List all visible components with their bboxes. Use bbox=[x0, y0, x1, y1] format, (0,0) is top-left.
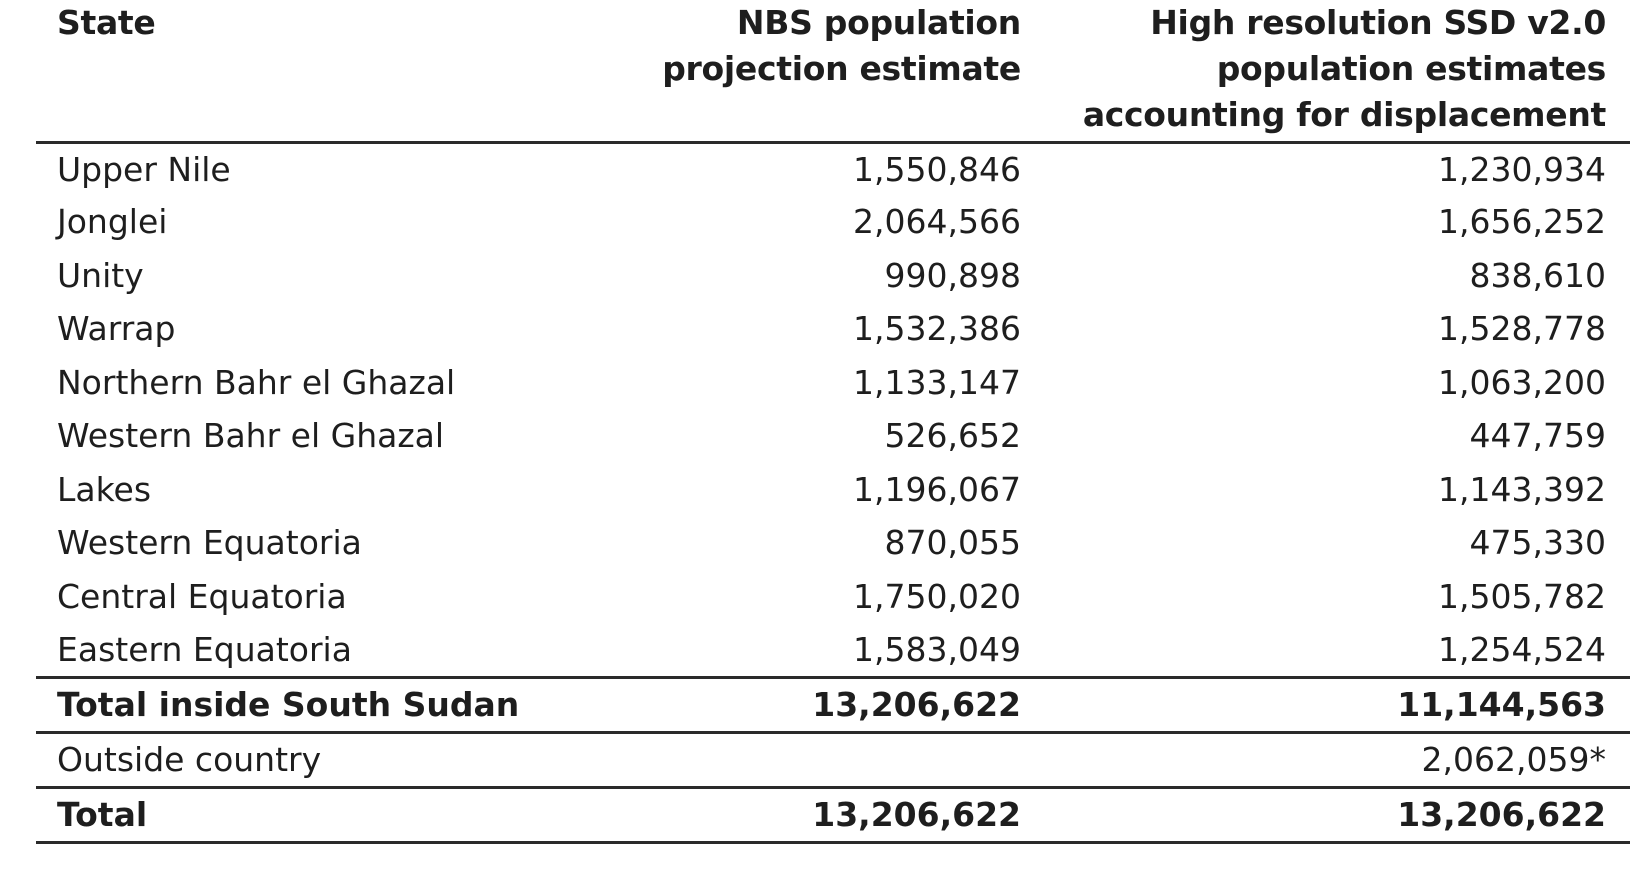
header-row: State NBS population projection estimate… bbox=[36, 0, 1630, 144]
nbs-cell: 1,196,067 bbox=[853, 469, 1021, 509]
state-cell: Eastern Equatoria bbox=[57, 629, 352, 669]
header-state: State bbox=[36, 0, 480, 144]
outside-label: Outside country bbox=[57, 739, 322, 779]
outside-country-row: Outside country 2,062,059* bbox=[36, 732, 1630, 787]
subtotal-nbs: 13,206,622 bbox=[480, 675, 1025, 734]
table-row: Unity 990,898 838,610 bbox=[36, 249, 1630, 303]
total-ssd: 13,206,622 bbox=[1025, 785, 1630, 844]
subtotal-ssd: 11,144,563 bbox=[1025, 675, 1630, 734]
population-table-container: State NBS population projection estimate… bbox=[36, 0, 1630, 844]
ssd-cell: 1,656,252 bbox=[1438, 202, 1606, 242]
subtotal-label: Total inside South Sudan bbox=[36, 675, 519, 734]
ssd-cell: 838,610 bbox=[1469, 255, 1606, 295]
ssd-cell: 1,528,778 bbox=[1438, 309, 1606, 349]
table-row: Eastern Equatoria 1,583,049 1,254,524 bbox=[36, 624, 1630, 678]
table-row: Warrap 1,532,386 1,528,778 bbox=[36, 303, 1630, 357]
ssd-cell: 1,230,934 bbox=[1438, 149, 1606, 189]
table-row: Western Bahr el Ghazal 526,652 447,759 bbox=[36, 410, 1630, 464]
state-cell: Western Equatoria bbox=[57, 523, 362, 563]
state-cell: Jonglei bbox=[57, 202, 168, 242]
nbs-cell: 870,055 bbox=[884, 523, 1021, 563]
nbs-cell: 1,750,020 bbox=[853, 576, 1021, 616]
outside-ssd: 2,062,059* bbox=[1421, 739, 1606, 779]
total-label: Total bbox=[36, 785, 480, 844]
header-nbs-text: NBS population projection estimate bbox=[662, 3, 1021, 88]
state-cell: Unity bbox=[57, 255, 144, 295]
nbs-cell: 1,532,386 bbox=[853, 309, 1021, 349]
ssd-cell: 1,063,200 bbox=[1438, 362, 1606, 402]
state-cell: Warrap bbox=[57, 309, 176, 349]
ssd-cell: 475,330 bbox=[1469, 523, 1606, 563]
table-row: Jonglei 2,064,566 1,656,252 bbox=[36, 196, 1630, 250]
subtotal-row: Total inside South Sudan 13,206,622 11,1… bbox=[36, 675, 1630, 734]
table-row: Western Equatoria 870,055 475,330 bbox=[36, 517, 1630, 571]
state-cell: Northern Bahr el Ghazal bbox=[57, 362, 456, 402]
table-row: Northern Bahr el Ghazal 1,133,147 1,063,20… bbox=[36, 356, 1630, 410]
ssd-cell: 1,143,392 bbox=[1438, 469, 1606, 509]
nbs-cell: 1,583,049 bbox=[853, 629, 1021, 669]
header-ssd: High resolution SSD v2.0 population esti… bbox=[1025, 0, 1630, 144]
state-cell: Upper Nile bbox=[57, 149, 231, 189]
population-table: State NBS population projection estimate… bbox=[36, 0, 1630, 844]
ssd-cell: 447,759 bbox=[1469, 416, 1606, 456]
nbs-cell: 1,550,846 bbox=[853, 149, 1021, 189]
nbs-cell: 2,064,566 bbox=[853, 202, 1021, 242]
header-nbs: NBS population projection estimate bbox=[480, 0, 1025, 144]
state-cell: Lakes bbox=[57, 469, 152, 509]
total-row: Total 13,206,622 13,206,622 bbox=[36, 785, 1630, 844]
nbs-cell: 526,652 bbox=[884, 416, 1021, 456]
nbs-cell: 990,898 bbox=[884, 255, 1021, 295]
state-cell: Western Bahr el Ghazal bbox=[57, 416, 445, 456]
table-row: Central Equatoria 1,750,020 1,505,782 bbox=[36, 570, 1630, 624]
ssd-cell: 1,254,524 bbox=[1438, 629, 1606, 669]
state-cell: Central Equatoria bbox=[57, 576, 347, 616]
ssd-cell: 1,505,782 bbox=[1438, 576, 1606, 616]
total-nbs: 13,206,622 bbox=[480, 785, 1025, 844]
outside-nbs bbox=[480, 732, 1025, 787]
nbs-cell: 1,133,147 bbox=[853, 362, 1021, 402]
table-row: Lakes 1,196,067 1,143,392 bbox=[36, 463, 1630, 517]
table-row: Upper Nile 1,550,846 1,230,934 bbox=[36, 142, 1630, 196]
